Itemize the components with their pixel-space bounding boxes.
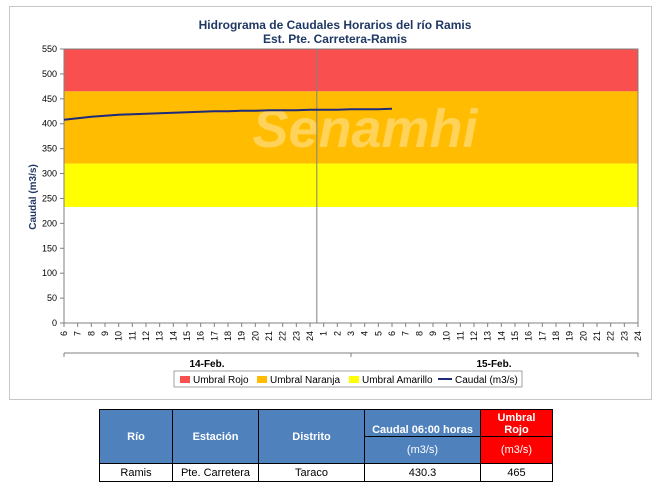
header-umbral-rojo: Umbral Rojo bbox=[480, 409, 553, 437]
x-tick-label: 10 bbox=[442, 331, 452, 341]
x-tick-label: 19 bbox=[237, 331, 247, 341]
x-tick-label: 20 bbox=[250, 331, 260, 341]
x-tick-label: 15 bbox=[510, 331, 520, 341]
y-tick-label: 0 bbox=[52, 318, 57, 328]
y-tick-label: 250 bbox=[42, 193, 57, 203]
legend-swatch-naranja bbox=[257, 376, 267, 383]
cell-rio: Ramis bbox=[99, 463, 173, 482]
table-subheader-row: (m3/s) (m3/s) bbox=[100, 436, 553, 464]
series-layer bbox=[63, 107, 393, 121]
x-tick-label: 16 bbox=[196, 331, 206, 341]
svg-text:Senamhi: Senamhi bbox=[252, 99, 478, 159]
x-tick-label: 4 bbox=[360, 331, 370, 336]
header-rio: Río bbox=[99, 409, 173, 464]
x-tick-label: 12 bbox=[469, 331, 479, 341]
threshold-bands bbox=[64, 49, 638, 207]
date-label-second: 15-Feb. bbox=[476, 359, 511, 370]
x-tick-label: 9 bbox=[100, 331, 110, 336]
y-tick-label: 300 bbox=[42, 169, 57, 179]
x-tick-label: 20 bbox=[578, 331, 588, 341]
header-umbral-unit: (m3/s) bbox=[480, 436, 553, 464]
x-tick-label: 11 bbox=[455, 331, 465, 340]
threshold-band-1 bbox=[64, 91, 638, 164]
x-tick-label: 24 bbox=[305, 331, 315, 341]
cell-umbral-rojo: 465 bbox=[480, 463, 553, 482]
chart-subtitle: Est. Pte. Carretera-Ramis bbox=[263, 32, 407, 46]
y-tick-label: 150 bbox=[42, 243, 57, 253]
table-header-row: Río Estación Distrito Caudal 06:00 horas… bbox=[99, 409, 553, 464]
threshold-band-0 bbox=[64, 49, 638, 92]
x-tick-label: 11 bbox=[127, 331, 137, 340]
x-tick-label: 8 bbox=[86, 331, 96, 336]
x-tick-label: 1 bbox=[319, 331, 329, 336]
y-tick-label: 50 bbox=[47, 293, 57, 303]
x-tick-label: 12 bbox=[141, 331, 151, 341]
y-tick-label: 400 bbox=[42, 119, 57, 129]
x-tick-label: 17 bbox=[209, 331, 219, 341]
x-tick-label: 8 bbox=[414, 331, 424, 336]
x-tick-label: 13 bbox=[483, 331, 493, 341]
y-tick-label: 100 bbox=[42, 268, 57, 278]
x-tick-label: 2 bbox=[332, 331, 342, 336]
hydrograph-chart: Hidrograma de Caudales Horarios del río … bbox=[28, 18, 643, 388]
x-tick-label: 9 bbox=[428, 331, 438, 336]
x-tick-label: 10 bbox=[114, 331, 124, 341]
cell-caudal: 430.3 bbox=[364, 463, 481, 482]
cell-estacion: Pte. Carretera bbox=[172, 463, 259, 482]
x-tick-label: 6 bbox=[59, 331, 69, 336]
x-tick-label: 18 bbox=[551, 331, 561, 341]
x-tick-label: 13 bbox=[155, 331, 165, 341]
station-info-table: Río Estación Distrito Caudal 06:00 horas… bbox=[99, 409, 553, 482]
legend-swatch-amarillo bbox=[349, 376, 359, 383]
x-tick-label: 23 bbox=[619, 331, 629, 341]
x-tick-label: 14 bbox=[168, 331, 178, 341]
table-row: Ramis Pte. Carretera Taraco 430.3 465 bbox=[99, 463, 553, 482]
header-caudal: Caudal 06:00 horas bbox=[364, 409, 481, 437]
x-tick-label: 14 bbox=[496, 331, 506, 341]
caudal-series-line bbox=[63, 107, 393, 121]
x-axis-ticks: 6 7 8 9 10 11 12 13 14 15 16 17 18 19 20 21 22 23 24 1 2 3 4 5 6… bbox=[59, 323, 643, 341]
y-tick-label: 200 bbox=[42, 218, 57, 228]
x-tick-label: 5 bbox=[373, 331, 383, 336]
x-tick-label: 19 bbox=[565, 331, 575, 341]
y-axis-title: Caudal (m3/s) bbox=[28, 164, 39, 230]
x-tick-label: 21 bbox=[264, 331, 274, 341]
x-tick-label: 15 bbox=[182, 331, 192, 341]
chart-title: Hidrograma de Caudales Horarios del río … bbox=[199, 18, 472, 32]
y-tick-label: 450 bbox=[42, 94, 57, 104]
x-tick-label: 7 bbox=[73, 331, 83, 336]
legend-label-rojo: Umbral Rojo bbox=[193, 375, 249, 386]
header-rojo-word: Rojo bbox=[504, 424, 529, 436]
date-label-first: 14-Feb. bbox=[189, 359, 224, 370]
x-tick-label: 17 bbox=[537, 331, 547, 341]
chart-frame: Hidrograma de Caudales Horarios del río … bbox=[9, 6, 652, 400]
legend-label-amarillo: Umbral Amarillo bbox=[362, 375, 433, 386]
y-axis-ticks: 0 50 100 150 200 250 300 350 400 450 500 550 bbox=[42, 44, 64, 328]
x-tick-label: 22 bbox=[278, 331, 288, 341]
y-tick-label: 350 bbox=[42, 144, 57, 154]
x-tick-label: 7 bbox=[401, 331, 411, 336]
x-tick-label: 3 bbox=[346, 331, 356, 336]
x-tick-label: 16 bbox=[524, 331, 534, 341]
header-umbral-word: Umbral bbox=[497, 412, 536, 424]
header-distrito: Distrito bbox=[258, 409, 365, 464]
legend-label-naranja: Umbral Naranja bbox=[270, 375, 340, 386]
x-tick-label: 18 bbox=[223, 331, 233, 341]
y-tick-label: 500 bbox=[42, 69, 57, 79]
y-tick-label: 550 bbox=[42, 44, 57, 54]
x-tick-label: 23 bbox=[291, 331, 301, 341]
header-estacion: Estación bbox=[172, 409, 259, 464]
chart-legend: Umbral Rojo Umbral Naranja Umbral Amaril… bbox=[173, 370, 523, 388]
x-tick-label: 24 bbox=[633, 331, 643, 341]
header-caudal-unit: (m3/s) bbox=[364, 436, 481, 464]
x-tick-label: 6 bbox=[387, 331, 397, 336]
senamhi-watermark: Senamhi bbox=[252, 99, 478, 159]
legend-label-caudal: Caudal (m3/s) bbox=[455, 375, 518, 386]
legend-swatch-rojo bbox=[180, 376, 190, 383]
x-tick-label: 22 bbox=[606, 331, 616, 341]
threshold-band-2 bbox=[64, 163, 638, 207]
cell-distrito: Taraco bbox=[258, 463, 365, 482]
x-tick-label: 21 bbox=[592, 331, 602, 341]
